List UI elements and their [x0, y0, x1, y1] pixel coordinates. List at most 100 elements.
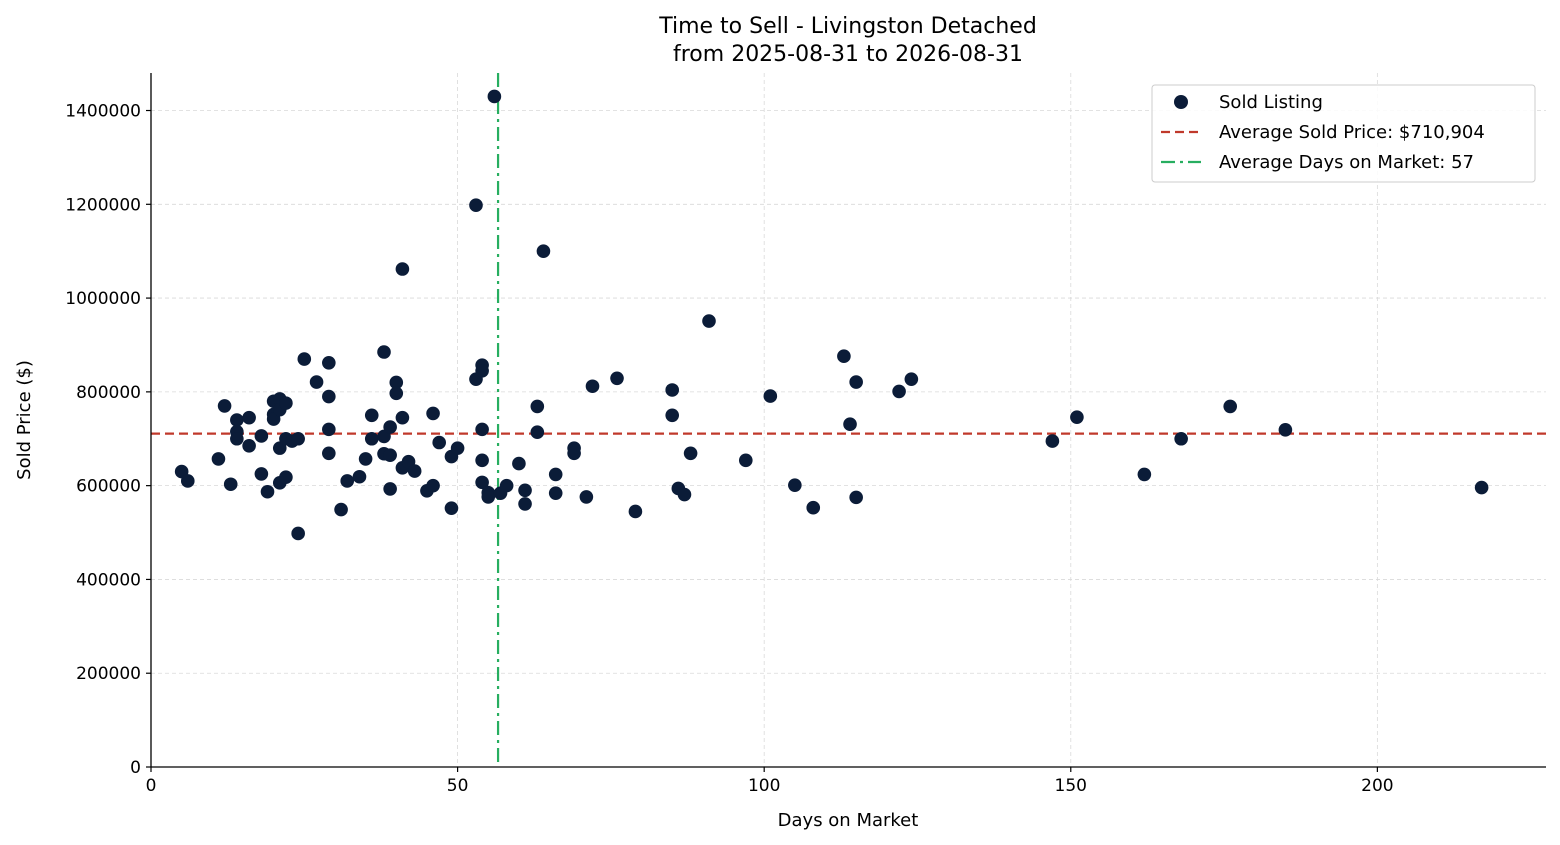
data-point	[892, 384, 906, 399]
y-tick-label: 1000000	[65, 289, 141, 309]
data-point	[665, 383, 680, 397]
data-point	[677, 487, 692, 502]
data-point	[548, 467, 563, 482]
data-point	[585, 379, 600, 394]
data-point	[340, 474, 355, 488]
data-point	[383, 420, 397, 434]
data-point	[1174, 431, 1188, 446]
data-point	[279, 396, 293, 410]
data-point	[904, 372, 919, 387]
data-point	[426, 406, 440, 421]
data-point	[665, 408, 680, 423]
data-point	[788, 478, 802, 492]
data-point	[180, 474, 195, 488]
data-point	[806, 500, 821, 515]
data-point	[567, 446, 581, 461]
data-point	[377, 345, 391, 359]
grid	[151, 73, 1546, 767]
data-point	[352, 469, 367, 484]
data-point	[242, 410, 256, 425]
data-point	[364, 408, 379, 423]
x-tick-label: 150	[1055, 776, 1087, 796]
data-point	[407, 464, 422, 478]
x-tick-label: 100	[748, 776, 780, 796]
data-points	[174, 89, 1489, 541]
y-tick-label: 800000	[76, 383, 141, 403]
data-point	[230, 413, 244, 427]
y-tick-label: 0	[130, 758, 141, 778]
data-point	[383, 448, 397, 462]
data-point	[383, 482, 397, 496]
data-point	[364, 431, 379, 446]
data-point	[518, 497, 532, 511]
data-point	[322, 446, 336, 461]
data-point	[389, 386, 404, 401]
y-tick-label: 1400000	[65, 102, 141, 122]
data-point	[322, 355, 336, 370]
data-point	[432, 435, 446, 450]
data-point	[475, 363, 489, 378]
chart-title: Time to Sell - Livingston Detached from …	[658, 14, 1037, 67]
data-point	[849, 490, 863, 505]
data-point	[849, 375, 863, 389]
legend-marker-sold-listing	[1174, 95, 1188, 109]
y-tick-label: 1200000	[65, 195, 141, 215]
data-point	[837, 349, 851, 364]
legend-box	[1151, 84, 1536, 183]
chart-title-line-1: Time to Sell - Livingston Detached	[658, 14, 1037, 39]
data-point	[297, 352, 312, 366]
chart-title-line-2: from 2025-08-31 to 2026-08-31	[673, 42, 1023, 67]
data-point	[322, 422, 336, 437]
data-point	[334, 502, 348, 517]
data-point	[579, 490, 594, 504]
data-point	[518, 483, 532, 498]
data-point	[738, 453, 753, 468]
data-point	[548, 486, 563, 500]
data-point	[450, 441, 465, 455]
data-point	[223, 477, 238, 492]
data-point	[702, 314, 716, 328]
data-point	[358, 452, 373, 466]
data-point	[395, 410, 410, 425]
x-tick-label: 50	[447, 776, 469, 796]
data-point	[254, 467, 269, 481]
data-point	[536, 244, 551, 258]
axes	[150, 73, 1546, 768]
data-point	[254, 429, 269, 443]
data-point	[1137, 467, 1152, 482]
data-point	[530, 399, 545, 414]
y-ticks: 0 200000 400000 600000 800000 1000000 1200000 1…	[65, 102, 151, 778]
data-point	[309, 375, 324, 389]
data-point	[217, 399, 232, 413]
data-point	[475, 475, 489, 490]
data-point	[211, 452, 226, 466]
data-point	[395, 262, 410, 276]
data-point	[843, 417, 857, 432]
data-point	[1474, 480, 1489, 495]
data-point	[475, 453, 489, 468]
data-point	[444, 501, 459, 515]
data-point	[260, 484, 275, 499]
data-point	[628, 504, 643, 519]
data-point	[530, 425, 545, 439]
data-point	[230, 431, 244, 446]
x-axis-label: Days on Market	[778, 810, 919, 831]
data-point	[683, 446, 698, 461]
data-point	[291, 431, 305, 446]
data-point	[322, 389, 336, 404]
y-tick-label: 200000	[76, 664, 141, 684]
x-tick-label: 200	[1361, 776, 1393, 796]
y-axis-label: Sold Price ($)	[14, 360, 35, 480]
y-tick-label: 400000	[76, 570, 141, 590]
y-tick-label: 600000	[76, 477, 141, 497]
data-point	[487, 89, 502, 104]
data-point	[763, 389, 778, 403]
data-point	[512, 456, 526, 471]
legend-label-sold-listing: Sold Listing	[1219, 92, 1323, 113]
legend-label-average-price: Average Sold Price: $710,904	[1219, 122, 1485, 143]
data-point	[1070, 410, 1084, 424]
data-point	[475, 422, 489, 437]
data-point	[499, 478, 514, 493]
data-point	[389, 375, 404, 390]
